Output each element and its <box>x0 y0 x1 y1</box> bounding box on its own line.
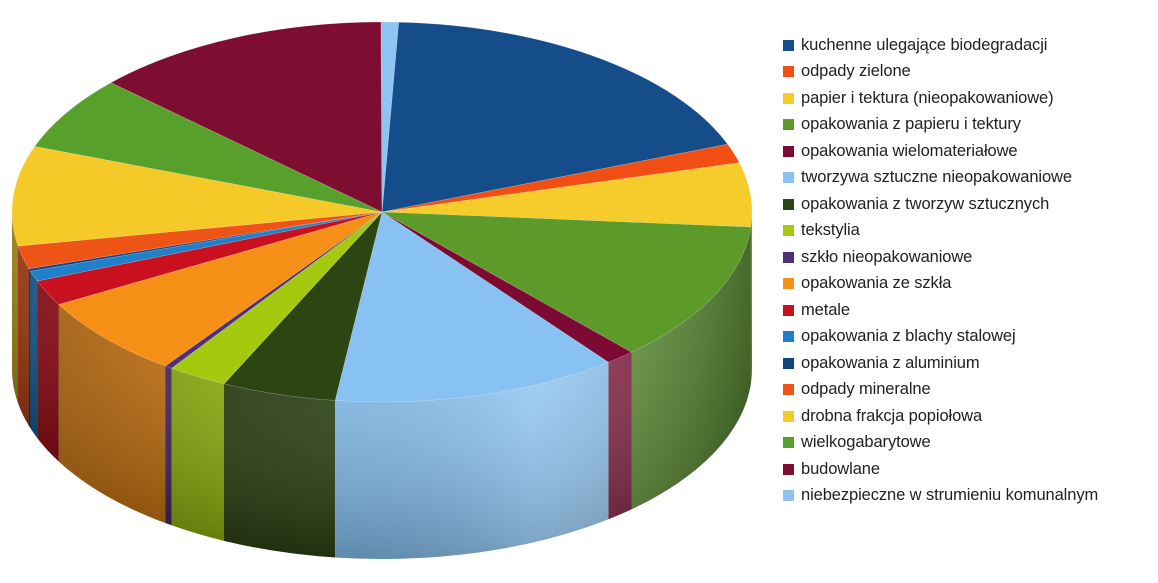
pie-slice-wielkogabarytowe <box>34 82 383 213</box>
legend-item: metale <box>783 297 1155 324</box>
legend-swatch <box>783 331 794 343</box>
legend-item: opakowania z aluminium <box>783 350 1155 377</box>
legend-label: opakowania z aluminium <box>801 353 980 372</box>
pie-slice-odpady-mineralne <box>17 211 383 270</box>
legend-swatch <box>783 463 794 475</box>
legend-item: tworzywa sztuczne nieopakowaniowe <box>783 165 1155 192</box>
legend-item: papier i tektura (nieopakowaniowe) <box>783 85 1155 112</box>
pie-slice-kuchenne-ulegajace-biodegradacji <box>381 21 729 213</box>
legend-item: opakowania wielomateriałowe <box>783 138 1155 165</box>
legend-item: opakowania ze szkła <box>783 271 1155 298</box>
legend-swatch <box>783 39 794 51</box>
pie-slice-tworzywa-sztuczne-nieopakowaniowe <box>334 211 610 403</box>
legend-swatch <box>783 251 794 263</box>
legend-label: opakowania z papieru i tektury <box>801 115 1021 134</box>
legend-swatch <box>783 198 794 210</box>
legend-swatch <box>783 145 794 157</box>
legend-item: opakowania z papieru i tektury <box>783 112 1155 139</box>
legend-item: budowlane <box>783 456 1155 483</box>
legend-item: opakowania z tworzyw sztucznych <box>783 191 1155 218</box>
legend-swatch <box>783 304 794 316</box>
pie-slice-papier-i-tektura-nieopakowaniowe <box>381 162 753 228</box>
pie-slice-opakowania-wielomaterialowe <box>381 211 633 363</box>
legend-item: kuchenne ulegające biodegradacji <box>783 32 1155 59</box>
legend-label: opakowania ze szkła <box>801 274 952 293</box>
legend-item: odpady zielone <box>783 59 1155 86</box>
legend-label: tworzywa sztuczne nieopakowaniowe <box>801 168 1072 187</box>
legend-label: odpady mineralne <box>801 380 931 399</box>
legend-label: tekstylia <box>801 221 860 240</box>
legend-label: metale <box>801 300 850 319</box>
pie-slice-niebezpieczne-w-strumieniu-komunalnym <box>380 21 399 213</box>
legend-label: kuchenne ulegające biodegradacji <box>801 35 1048 54</box>
legend-swatch <box>783 410 794 422</box>
legend-swatch <box>783 437 794 449</box>
legend-item: odpady mineralne <box>783 377 1155 404</box>
pie-slice-opakowania-z-blachy-stalowej <box>29 211 383 282</box>
legend-swatch <box>783 92 794 104</box>
legend: kuchenne ulegające biodegradacji odpady z… <box>783 32 1155 509</box>
pie-slice-szklo-nieopakowaniowe <box>164 211 383 369</box>
legend-item: wielkogabarytowe <box>783 430 1155 457</box>
legend-label: opakowania wielomateriałowe <box>801 141 1018 160</box>
legend-label: papier i tektura (nieopakowaniowe) <box>801 88 1054 107</box>
legend-swatch <box>783 119 794 131</box>
pie-slice-budowlane <box>110 21 383 213</box>
legend-label: wielkogabarytowe <box>801 433 931 452</box>
legend-swatch <box>783 66 794 78</box>
pie-slice-tekstylia <box>170 211 383 385</box>
pie-slice-metale <box>36 211 383 305</box>
legend-swatch <box>783 225 794 237</box>
legend-swatch <box>783 172 794 184</box>
pie-side-walls <box>12 212 752 559</box>
legend-swatch <box>783 278 794 290</box>
pie-slice-odpady-zielone <box>381 143 740 213</box>
legend-item: tekstylia <box>783 218 1155 245</box>
pie-top-faces <box>11 21 753 403</box>
legend-label: szkło nieopakowaniowe <box>801 247 973 266</box>
pie-slice-opakowania-z-papieru-i-tektury <box>381 211 752 353</box>
legend-label: drobna frakcja popiołowa <box>801 406 983 425</box>
legend-item: szkło nieopakowaniowe <box>783 244 1155 271</box>
legend-label: odpady zielone <box>801 62 911 81</box>
legend-label: budowlane <box>801 459 880 478</box>
pie-slice-drobna-frakcja-popiolowa <box>11 146 383 247</box>
pie-slice-opakowania-ze-szkla <box>58 211 383 367</box>
legend-item: opakowania z blachy stalowej <box>783 324 1155 351</box>
pie-slice-opakowania-z-tworzyw-sztucznych <box>223 211 383 401</box>
legend-item: niebezpieczne w strumieniu komunalnym <box>783 483 1155 510</box>
legend-item: drobna frakcja popiołowa <box>783 403 1155 430</box>
legend-swatch <box>783 490 794 502</box>
legend-label: opakowania z blachy stalowej <box>801 327 1016 346</box>
legend-label: opakowania z tworzyw sztucznych <box>801 194 1050 213</box>
legend-label: niebezpieczne w strumieniu komunalnym <box>801 486 1099 505</box>
legend-swatch <box>783 357 794 369</box>
pie-slice-opakowania-z-aluminium <box>28 211 383 272</box>
pie-side-shading <box>12 212 752 559</box>
legend-swatch <box>783 384 794 396</box>
